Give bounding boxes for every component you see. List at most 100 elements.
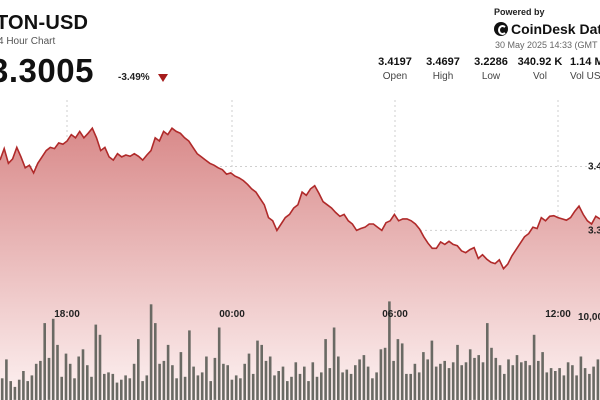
- volume-bar: [456, 344, 459, 400]
- stat-label: High: [432, 71, 454, 82]
- volume-bar: [315, 376, 319, 400]
- volume-bar: [383, 347, 387, 400]
- volume-bar: [103, 373, 106, 400]
- volume-bar: [379, 349, 383, 400]
- stat-label: Open: [382, 71, 408, 82]
- volume-bar: [120, 379, 123, 400]
- volume-bar: [111, 373, 115, 400]
- volume-bar: [324, 339, 327, 400]
- volume-bar: [511, 365, 515, 400]
- volume-bar: [298, 373, 302, 400]
- volume-bar: [545, 372, 549, 400]
- chart-header: TON-USD 4 Hour Chart 3.3005 -3.49% Power…: [0, 0, 600, 100]
- volume-bar: [141, 381, 144, 400]
- stat-label: Vol USD: [570, 71, 600, 82]
- volume-bar: [409, 373, 412, 400]
- volume-bar: [124, 375, 127, 400]
- volume-bar: [592, 366, 595, 400]
- stat-label: Low: [481, 71, 501, 82]
- y-tick-label: 3.4: [588, 162, 600, 173]
- volume-bar: [498, 365, 502, 400]
- volume-bar: [137, 339, 140, 400]
- stat-low: 3.2286 Low: [466, 56, 516, 82]
- volume-bar: [430, 340, 434, 400]
- volume-bar: [30, 375, 34, 400]
- powered-by-label: Powered by: [494, 7, 545, 17]
- volume-bar: [234, 375, 238, 400]
- volume-bar: [68, 363, 72, 400]
- pair-title: TON-USD: [0, 12, 89, 34]
- volume-bar: [171, 365, 174, 400]
- volume-bar: [371, 378, 374, 400]
- stat-value: 3.4697: [426, 56, 460, 68]
- volume-bar: [541, 352, 544, 400]
- volume-bar: [209, 381, 212, 400]
- volume-bar: [77, 356, 80, 400]
- x-tick-label: 12:00: [545, 309, 571, 320]
- volume-bar: [532, 334, 536, 400]
- volume-bar: [426, 359, 429, 400]
- volume-bar: [422, 352, 425, 400]
- volume-bar: [464, 362, 468, 400]
- volume-bar: [524, 360, 527, 400]
- volume-bar: [188, 330, 191, 400]
- volume-bar: [90, 376, 93, 400]
- volume-bar: [468, 349, 472, 400]
- volume-bar: [268, 356, 272, 400]
- stat-label: Vol: [533, 71, 547, 82]
- stat-value: 3.4197: [378, 56, 412, 68]
- volume-bar: [358, 359, 361, 400]
- volume-bar: [43, 323, 46, 400]
- volume-bar: [486, 323, 489, 400]
- volume-bar: [579, 356, 583, 400]
- stat-high: 3.4697 High: [418, 56, 468, 82]
- volume-bar: [413, 363, 417, 400]
- volume-bar: [388, 301, 391, 400]
- volume-bar: [537, 360, 540, 400]
- volume-bar: [158, 363, 161, 400]
- volume-bar: [166, 344, 170, 400]
- price-area: [0, 128, 600, 400]
- volume-bar: [260, 344, 263, 400]
- volume-bar: [477, 355, 480, 400]
- volume-bar: [179, 352, 183, 400]
- stat-vol: 340.92 K Vol: [510, 56, 570, 82]
- volume-bar: [490, 347, 493, 400]
- volume-bar: [558, 368, 561, 400]
- volume-bar: [0, 378, 4, 400]
- volume-bar: [417, 372, 421, 400]
- brand-block: CoinDesk Data: [494, 21, 600, 37]
- volume-bar: [473, 357, 476, 400]
- volume-bar: [128, 378, 132, 400]
- x-tick-label: 06:00: [382, 309, 408, 320]
- volume-bar: [549, 368, 553, 400]
- stat-value: 340.92 K: [517, 56, 563, 68]
- volume-bar: [243, 363, 246, 400]
- volume-bar: [5, 359, 8, 400]
- down-triangle-icon: [158, 74, 168, 82]
- volume-bar: [320, 372, 323, 400]
- volume-bar: [286, 381, 289, 400]
- coindesk-logo-icon: [494, 22, 508, 36]
- volume-bars: [0, 301, 600, 400]
- volume-bar: [362, 355, 366, 400]
- volume-bar: [183, 376, 187, 400]
- volume-bar: [86, 365, 89, 400]
- volume-bar: [439, 363, 442, 400]
- volume-bar: [230, 379, 234, 400]
- volume-bar: [341, 372, 344, 400]
- volume-bar: [494, 357, 498, 400]
- volume-bar: [273, 375, 276, 400]
- volume-bar: [405, 373, 408, 400]
- volume-bar: [366, 366, 370, 400]
- stat-value: 3.2286: [474, 56, 508, 68]
- volume-bar: [528, 365, 532, 400]
- volume-bar: [481, 362, 485, 400]
- volume-bar: [94, 324, 98, 400]
- volume-bar: [196, 375, 200, 400]
- volume-bar: [222, 363, 225, 400]
- brand-name: CoinDesk Data: [511, 21, 600, 37]
- volume-bar: [303, 366, 306, 400]
- volume-bar: [247, 353, 251, 400]
